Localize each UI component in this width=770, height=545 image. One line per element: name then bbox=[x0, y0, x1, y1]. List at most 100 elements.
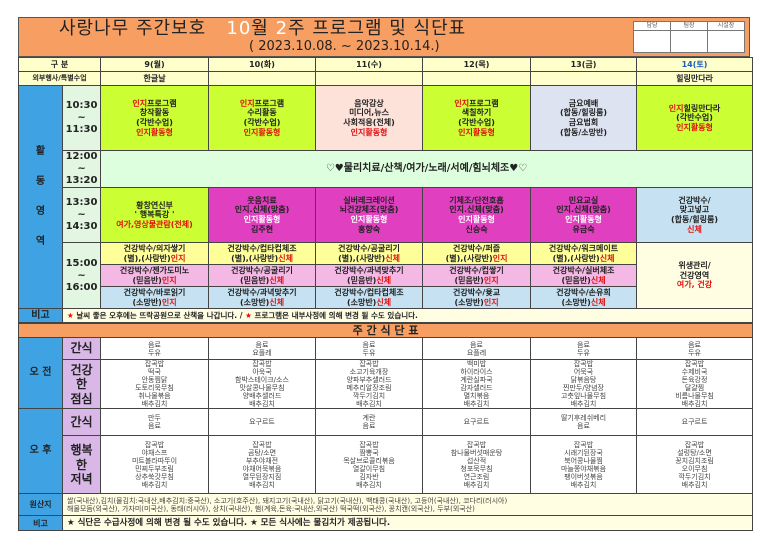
program-cell: 웃음치료 인지.신체(맞춤) 인지활동형 김주현 bbox=[208, 187, 317, 243]
menu-item: 배추김치 bbox=[570, 481, 597, 490]
time-slot: 15:00 ~ 16:00 bbox=[61, 242, 102, 309]
meal-remark-text: ★ 식단은 수급사정에 의해 변경 될 수도 있습니다. ★ 모든 식사에는 물… bbox=[61, 515, 754, 532]
cell-text: 인지 bbox=[161, 275, 177, 285]
cell-text: 건강박수/컵타컵체조 bbox=[334, 287, 404, 297]
menu-cell: 음료 두유 bbox=[315, 337, 423, 361]
program-cell: 실버레크레이션 뇌건강체조(맞춤) 인지활동형 홍향숙 bbox=[315, 187, 424, 243]
cell-text: 인지활동형 bbox=[458, 127, 495, 137]
cell-text: 황창연신부 bbox=[136, 200, 173, 210]
menu-item: 깍두기김치 bbox=[352, 392, 386, 401]
menu-item: 배추김치 bbox=[681, 400, 708, 409]
origin-label: 원산지 bbox=[18, 493, 63, 517]
menu-item: 배추김치 bbox=[463, 400, 490, 409]
menu-item: 맛살콩나물무침 bbox=[239, 384, 285, 393]
menu-item: 멸치볶음 bbox=[463, 392, 490, 401]
menu-cell: 백미밥 하이라이스 계란실파국 감자샐러드 멸치볶음 배추김치 bbox=[422, 359, 531, 410]
cell-text: 신체 bbox=[376, 275, 392, 285]
cell-text: (믿음반) bbox=[239, 275, 270, 285]
cell-text: 건강박수/과녁맞추기 bbox=[227, 287, 297, 297]
menu-item: 달걀찜 bbox=[684, 384, 705, 393]
special-label: 외부행사/특별수업 bbox=[17, 71, 102, 86]
cell-text: ' 행복특강 ' bbox=[134, 210, 175, 220]
program-cell: 건강박수/맞고넣고 (합동/힐링룸) 신체 bbox=[636, 187, 754, 243]
cell-text: 건강영역 bbox=[679, 270, 710, 280]
title-week: 2 bbox=[275, 18, 289, 39]
cell-text: 여가,영상물관람(전체) bbox=[116, 219, 193, 229]
menu-item: 음료 bbox=[362, 340, 376, 349]
cell-text: 프로그램 bbox=[469, 98, 499, 108]
menu-item: 비름나물무침 bbox=[675, 392, 714, 401]
menu-item: 음료 bbox=[577, 340, 590, 349]
menu-item: 요플레 bbox=[466, 348, 487, 357]
cell-text: 건강박수/컵쌓기 bbox=[449, 265, 504, 275]
cell-text: (합동/힐링룸) bbox=[559, 108, 608, 118]
cell-text: 음악감상 bbox=[354, 98, 384, 108]
cell-text: 건강박수/실버체조 bbox=[552, 265, 615, 275]
cell-text: 신체 bbox=[278, 253, 293, 263]
remark-text: ★ 날씨 좋은 오후에는 뜨락공원으로 산책을 나갑니다. / ★ 프로그램은 … bbox=[61, 308, 754, 323]
cell-text: 실버레크레이션 bbox=[343, 195, 395, 205]
cell-text: 금요예배 bbox=[568, 98, 599, 108]
menu-item: 꽁치김치조림 bbox=[675, 456, 714, 465]
cell-text: 색칠하기 bbox=[461, 108, 492, 118]
menu-item: 야채스프 bbox=[141, 448, 168, 457]
menu-item: 잡곡밥 bbox=[359, 440, 379, 449]
remark-segment: 프로그램은 내부사정에 의해 변경 될 수도 있습니다. bbox=[254, 311, 418, 320]
cell-text: (믿음반) bbox=[132, 275, 162, 285]
title-week-suffix: 주 프로그램 및 식단표 bbox=[288, 18, 467, 39]
menu-item: 요구르트 bbox=[249, 418, 275, 427]
remark-label: 비고 bbox=[18, 308, 63, 323]
lunch-activity: ♡♥물리치료/산책/여가/노래/서예/힘뇌체조♥♡ bbox=[100, 150, 754, 188]
menu-cell: 음료 두유 bbox=[100, 337, 209, 361]
menu-item: 팽이버섯볶음 bbox=[564, 473, 603, 482]
cell-text: 신체 bbox=[590, 275, 606, 285]
cell-text: 인지활동형 bbox=[350, 127, 388, 137]
program-cell: 민요교실 인지.신체(맞춤) 인지활동형 유금숙 bbox=[530, 187, 638, 243]
program-cell: 건강박수/공굴리기 (별),(사랑반)신체 bbox=[315, 242, 424, 265]
menu-item: 참나물버섯매운탕 bbox=[450, 448, 503, 457]
menu-item: 배추김치 bbox=[141, 400, 168, 409]
page-title: 사랑나무 주간보호 10월 2주 프로그램 및 식단표 bbox=[59, 18, 466, 39]
menu-item: 배추김치 bbox=[463, 481, 490, 490]
menu-item: 돈육강정 bbox=[681, 376, 708, 385]
origin-line: 쌀(국내산),김치(물김치:국내산,배추김치:중국산), 소고기(호주산), 돼… bbox=[67, 496, 508, 505]
menu-item: 짬뽕국 bbox=[359, 448, 379, 457]
signature-box[interactable] bbox=[707, 30, 745, 53]
cell-text: 인지.신체(맞춤) bbox=[234, 205, 290, 215]
menu-item: 잡곡밥 bbox=[144, 440, 165, 449]
cell-text: 신체 bbox=[590, 297, 606, 307]
program-cell: 위생관리/건강영역 여가, 건강 bbox=[636, 242, 754, 309]
menu-item: 배추김치 bbox=[141, 481, 168, 490]
program-cell: 금요예배 (합동/힐링룸) 금요법회 (합동/소망반) bbox=[530, 85, 638, 151]
menu-cell: 잡곡밥 설렁탕/소면 꽁치김치조림 오이무침 깍두기김치 배추김치 bbox=[635, 435, 754, 495]
cell-text: 인지활동형 bbox=[136, 127, 173, 137]
meal-remark-label: 비고 bbox=[18, 515, 63, 532]
day-header: 11(수) bbox=[315, 57, 424, 72]
remark-segment: ★ bbox=[245, 311, 255, 320]
program-table: 구 분 9(월) 10(화) 11(수) 12(목) 13(금) 14(토) 외부행사/특별수… bbox=[17, 57, 754, 323]
menu-cell: 잡곡밥 아욱국 함박스테이크/소스 맛살콩나물무침 양배추샐러드 배추김치 bbox=[208, 359, 316, 410]
signature-box[interactable] bbox=[670, 30, 708, 53]
program-cell: 건강박수/바로읽기 (소망반)인지 bbox=[100, 286, 210, 309]
afternoon-label: 오 후 bbox=[18, 408, 63, 495]
menu-item: 잡곡밥 bbox=[466, 440, 487, 449]
menu-item: 두유 bbox=[148, 348, 161, 357]
cell-text: (소망반) bbox=[132, 297, 162, 307]
program-cell: 건강박수/과녁맞추기 (소망반)신체 bbox=[208, 286, 317, 309]
menu-item: 찐만두/양념장 bbox=[563, 384, 604, 393]
menu-item: 요구르트 bbox=[463, 418, 490, 427]
menu-item: 딸기후레쉬베리 bbox=[560, 414, 607, 423]
cell-text: 건강박수/워크메이트 bbox=[548, 243, 619, 253]
menu-item: 연근조림 bbox=[463, 473, 490, 482]
cell-text: 여가, 건강 bbox=[676, 280, 713, 290]
signature-box[interactable] bbox=[633, 30, 671, 53]
menu-item: 음료 bbox=[688, 340, 701, 349]
cell-text: 인지활동형 bbox=[458, 215, 495, 224]
cell-text: 건강박수/과녁맞추기 bbox=[334, 265, 404, 275]
menu-cell: 잡곡밥 참나물버섯매운탕 섭산적 청포묵무침 연근조림 배추김치 bbox=[422, 435, 531, 495]
menu-item: 하이라이스 bbox=[460, 368, 493, 377]
menu-cell: 잡곡밥 짬뽕국 목살브로콜리볶음 열갈이무침 김자반 배추김치 bbox=[315, 435, 423, 495]
menu-item: 잡곡밥 bbox=[573, 440, 594, 449]
header-label: 구 분 bbox=[17, 57, 102, 72]
cell-text: 위생관리/ bbox=[678, 261, 711, 271]
